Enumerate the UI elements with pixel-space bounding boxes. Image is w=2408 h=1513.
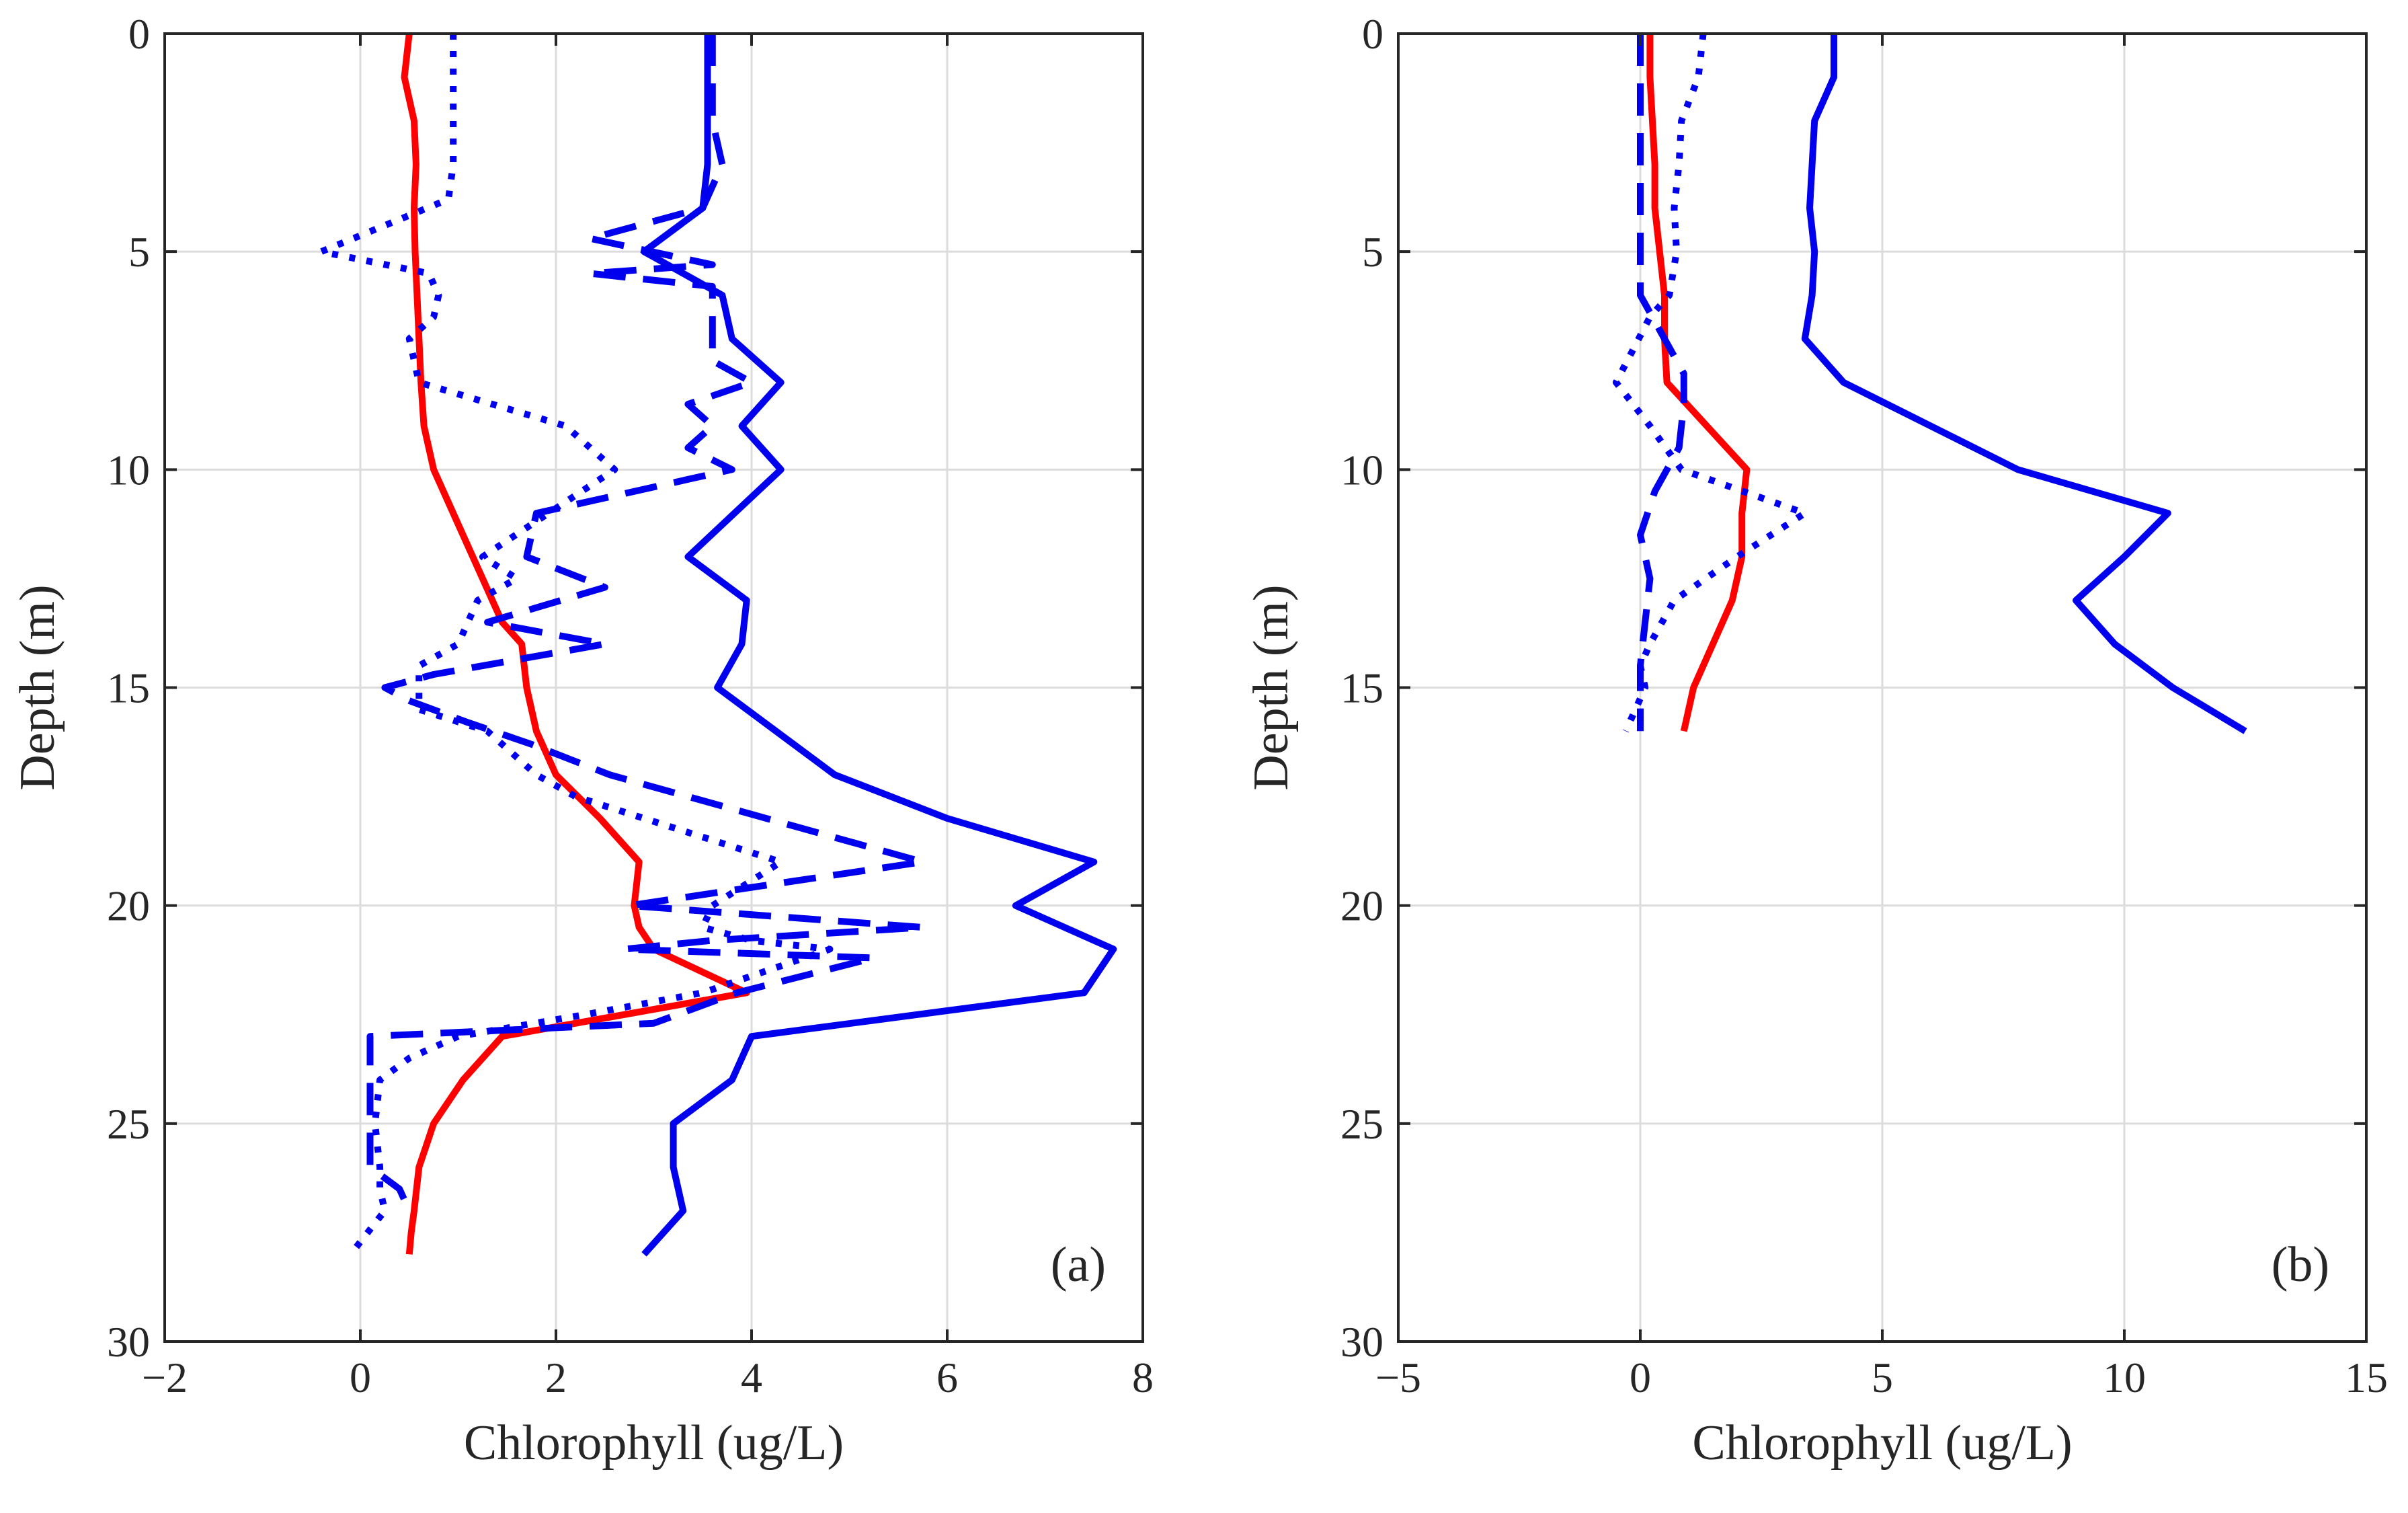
x-tick-label: 5 xyxy=(1872,1354,1893,1401)
y-tick-label: 0 xyxy=(1362,10,1383,58)
series-line-blue-dotted xyxy=(317,34,834,1257)
grid xyxy=(1397,32,2368,1343)
y-tick-label: 15 xyxy=(107,664,150,712)
x-axis-label: Chlorophyll (ug/L) xyxy=(1692,1415,2072,1471)
y-tick-label: 10 xyxy=(107,446,150,494)
series-group xyxy=(1613,34,2247,734)
y-tick-label: 10 xyxy=(1340,446,1383,494)
x-tick-label: 4 xyxy=(741,1354,762,1401)
x-tick-label: 6 xyxy=(936,1354,958,1401)
x-axis-label: Chlorophyll (ug/L) xyxy=(464,1415,844,1471)
x-tick-label: 8 xyxy=(1132,1354,1154,1401)
y-tick-label: 30 xyxy=(107,1318,150,1366)
y-axis-label: Depth (m) xyxy=(10,584,65,790)
panel-a: −2 0 2 4 6 8 0 5 10 15 20 25 30 Chlorophyll (ug/L) Dep… xyxy=(10,10,1154,1471)
x-tick-label: 0 xyxy=(1630,1354,1651,1401)
series-line-red-solid xyxy=(401,34,750,1255)
series-line-blue-solid xyxy=(641,34,1117,1257)
series-line-blue-dashed xyxy=(366,34,926,1212)
panel-b: −5 0 5 10 15 0 5 10 15 20 25 30 Chlorophyll (ug/L) De… xyxy=(1244,10,2388,1471)
x-tick-label: 15 xyxy=(2345,1354,2388,1401)
panel-label: (b) xyxy=(2272,1237,2329,1292)
ticks xyxy=(163,32,1144,1343)
y-tick-label: 5 xyxy=(1362,228,1383,276)
panel-label: (a) xyxy=(1051,1237,1106,1292)
x-tick-label: 0 xyxy=(350,1354,371,1401)
y-tick-label: 15 xyxy=(1340,664,1383,712)
series-line-blue-dotted xyxy=(1613,34,1808,733)
y-tick-label: 20 xyxy=(1340,882,1383,930)
grid xyxy=(163,32,1144,1343)
series-line-blue-dashed xyxy=(1637,34,1687,732)
y-tick-label: 5 xyxy=(128,228,150,276)
y-axis-label: Depth (m) xyxy=(1244,584,1299,790)
y-tick-label: 25 xyxy=(107,1100,150,1148)
series-line-blue-solid xyxy=(1801,34,2247,734)
y-tick-label: 30 xyxy=(1340,1318,1383,1366)
x-tick-label: 2 xyxy=(545,1354,567,1401)
x-tick-label: 10 xyxy=(2103,1354,2146,1401)
series-line-red-solid xyxy=(1646,34,1751,732)
x-tick-label: −2 xyxy=(142,1354,188,1401)
x-tick-label: −5 xyxy=(1375,1354,1421,1401)
ticks xyxy=(1397,32,2368,1343)
y-tick-label: 20 xyxy=(107,882,150,930)
series-group xyxy=(317,34,1117,1257)
y-tick-label: 25 xyxy=(1340,1100,1383,1148)
y-tick-label: 0 xyxy=(128,10,150,58)
